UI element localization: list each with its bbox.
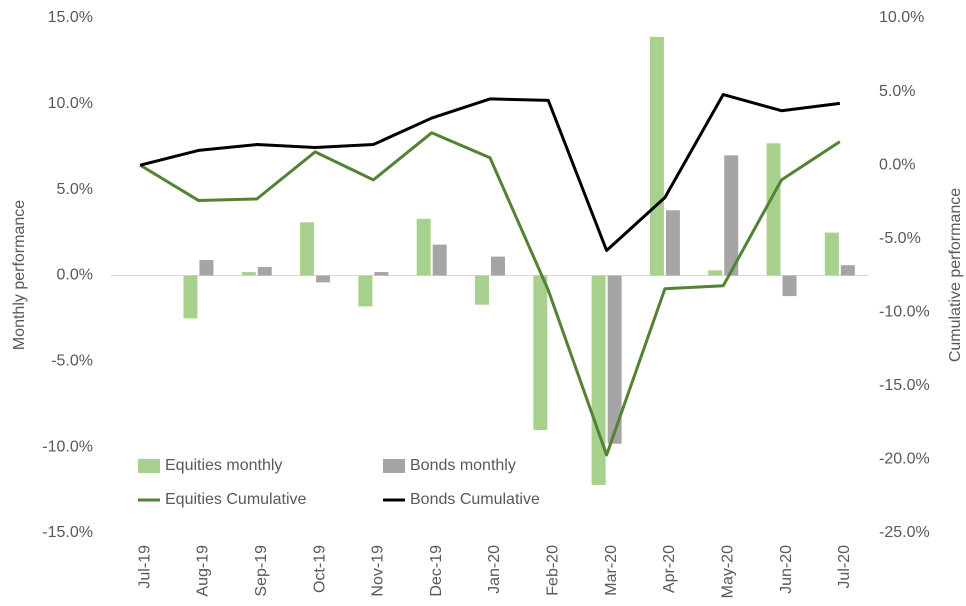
bar <box>241 272 256 276</box>
y2-tick-label: 0.0% <box>879 156 915 173</box>
bar <box>649 36 664 276</box>
y-tick-label: -15.0% <box>42 524 93 541</box>
bar <box>300 222 315 276</box>
x-tick-label: Apr-20 <box>661 545 678 593</box>
x-tick-label: Sep-19 <box>253 545 270 597</box>
y2-tick-label: -25.0% <box>879 524 930 541</box>
y-tick-label: 15.0% <box>48 9 93 26</box>
y2-tick-label: -10.0% <box>879 304 930 321</box>
y-tick-label: -10.0% <box>42 438 93 455</box>
x-tick-label: Aug-19 <box>195 545 212 597</box>
bar <box>199 260 214 276</box>
x-tick-label: Feb-20 <box>545 545 562 596</box>
line <box>139 93 841 252</box>
legend-swatch <box>138 459 160 473</box>
bar <box>665 210 680 276</box>
line <box>139 131 841 457</box>
bar <box>316 275 331 283</box>
bar <box>724 155 739 276</box>
bar <box>591 275 606 485</box>
x-tick-label: Oct-19 <box>311 545 328 593</box>
bar <box>432 244 447 276</box>
x-tick-label: Jul-19 <box>136 545 153 589</box>
bar <box>374 272 389 276</box>
y-tick-label: 10.0% <box>48 95 93 112</box>
y2-tick-label: 5.0% <box>879 83 915 100</box>
x-tick-label: Jun-20 <box>778 545 795 594</box>
x-tick-label: Jan-20 <box>486 545 503 594</box>
legend-label: Equities monthly <box>165 457 282 474</box>
bar <box>475 275 489 305</box>
bar <box>416 218 431 276</box>
bar <box>358 275 373 307</box>
y-tick-label: -5.0% <box>51 353 93 370</box>
y-axis-label: Monthly performance <box>11 200 28 350</box>
bar <box>183 275 198 319</box>
legend-label: Bonds Cumulative <box>410 491 540 508</box>
bar <box>766 143 781 276</box>
bar <box>840 265 855 276</box>
bar <box>708 270 723 276</box>
x-tick-label: Nov-19 <box>370 545 387 597</box>
bar <box>607 275 622 444</box>
bar <box>491 256 505 276</box>
y2-tick-label: -5.0% <box>879 230 921 247</box>
bar <box>824 232 839 276</box>
y-tick-label: 0.0% <box>57 267 93 284</box>
y2-tick-label: -20.0% <box>879 451 930 468</box>
y-tick-label: 5.0% <box>57 181 93 198</box>
legend-label: Bonds monthly <box>410 457 516 474</box>
x-tick-label: Dec-19 <box>428 545 445 597</box>
y2-axis-label: Cumulative performance <box>947 188 964 362</box>
bar <box>533 275 548 430</box>
legend-label: Equities Cumulative <box>165 491 307 508</box>
x-tick-label: Mar-20 <box>603 545 620 596</box>
legend-swatch <box>383 459 405 473</box>
y2-tick-label: -15.0% <box>879 377 930 394</box>
bar <box>782 275 797 297</box>
x-tick-label: Jul-20 <box>836 545 853 589</box>
bar <box>257 266 272 276</box>
y2-tick-label: 10.0% <box>879 9 924 26</box>
x-tick-label: May-20 <box>719 545 736 598</box>
